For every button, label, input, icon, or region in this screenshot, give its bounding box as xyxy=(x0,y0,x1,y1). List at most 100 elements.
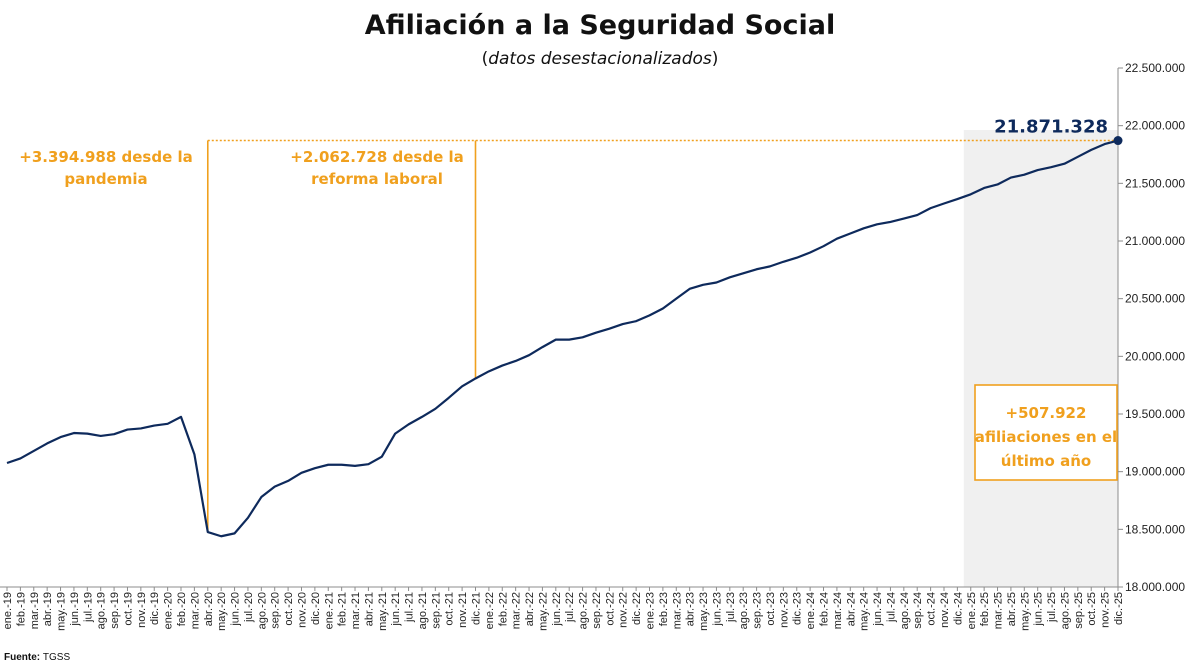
data-point xyxy=(113,433,115,435)
x-tick-label: ene.-21 xyxy=(323,592,335,629)
x-tick-label: mar.-25 xyxy=(993,592,1005,629)
x-tick-label: jul.-20 xyxy=(243,592,255,623)
data-point xyxy=(300,472,302,474)
data-point xyxy=(33,450,35,452)
x-tick-label: oct.-19 xyxy=(122,592,134,626)
data-point xyxy=(407,423,409,425)
data-point xyxy=(19,457,21,459)
x-tick-label: may.-20 xyxy=(216,592,228,631)
x-tick-label: feb.-19 xyxy=(15,592,27,626)
x-tick-label: dic.-25 xyxy=(1113,592,1125,625)
x-tick-label: jun.-22 xyxy=(551,592,563,627)
x-tick-label: ene.-25 xyxy=(966,592,978,629)
data-point xyxy=(488,370,490,372)
data-point xyxy=(1050,166,1052,168)
x-tick-label: oct.-23 xyxy=(765,592,777,626)
data-point xyxy=(514,360,516,362)
x-tick-label: may.-23 xyxy=(698,592,710,631)
x-tick-label: may.-19 xyxy=(56,592,68,631)
x-tick-label: ene.-20 xyxy=(163,592,175,629)
x-tick-label: feb.-21 xyxy=(337,592,349,626)
x-tick-label: oct.-24 xyxy=(926,592,938,626)
last-year-box xyxy=(974,384,1118,481)
data-point xyxy=(970,193,972,195)
x-tick-label: nov.-23 xyxy=(778,592,790,628)
x-tick-label: mar.-21 xyxy=(350,592,362,629)
data-point xyxy=(1063,163,1065,165)
x-tick-label: oct.-22 xyxy=(604,592,616,626)
data-point xyxy=(635,320,637,322)
data-point xyxy=(581,336,583,338)
x-tick-label: sep.-22 xyxy=(591,592,603,629)
last-value-label: 21.871.328 xyxy=(994,117,1108,138)
last-year-shade xyxy=(963,130,1118,587)
pandemic-annotation-text: pandemia xyxy=(64,170,147,188)
source-label: Fuente xyxy=(4,652,37,663)
data-point xyxy=(809,251,811,253)
x-tick-label: mar.-19 xyxy=(29,592,41,629)
x-tick-label: jun.-20 xyxy=(230,592,242,627)
data-point xyxy=(782,261,784,263)
subtitle-text: datos desestacionalizados xyxy=(488,49,712,69)
y-tick-label: 19.500.000 xyxy=(1125,407,1185,421)
x-tick-label: abr.-23 xyxy=(685,592,697,626)
x-tick-label: nov.-19 xyxy=(136,592,148,628)
data-point xyxy=(929,207,931,209)
x-tick-label: feb.-22 xyxy=(497,592,509,626)
x-tick-label: nov.-20 xyxy=(296,592,308,628)
x-tick-label: jun.-25 xyxy=(1033,592,1045,627)
x-tick-label: jul.-21 xyxy=(404,592,416,623)
data-point xyxy=(193,453,195,455)
x-tick-label: abr.-19 xyxy=(42,592,54,626)
data-point xyxy=(260,496,262,498)
chart-subtitle: (datos desestacionalizados) xyxy=(0,49,1200,69)
data-point xyxy=(956,198,958,200)
x-tick-label: abr.-25 xyxy=(1006,592,1018,626)
x-tick-label: abr.-24 xyxy=(845,592,857,626)
data-point xyxy=(1077,156,1079,158)
x-tick-label: ago.-20 xyxy=(256,592,268,629)
y-tick-label: 22.000.000 xyxy=(1125,119,1185,133)
data-point xyxy=(153,424,155,426)
chart-title: Afiliación a la Seguridad Social xyxy=(364,10,836,41)
data-point xyxy=(742,272,744,274)
x-tick-label: may.-22 xyxy=(537,592,549,631)
x-tick-label: sep.-25 xyxy=(1073,592,1085,629)
x-tick-label: ene.-22 xyxy=(484,592,496,629)
x-tick-label: jun.-21 xyxy=(390,592,402,627)
x-tick-label: jul.-25 xyxy=(1046,592,1058,623)
data-point xyxy=(421,416,423,418)
data-point xyxy=(73,432,75,434)
subtitle-open-paren: ( xyxy=(481,49,489,69)
y-tick-label: 21.500.000 xyxy=(1125,176,1185,190)
data-point xyxy=(983,187,985,189)
x-tick-label: mar.-23 xyxy=(671,592,683,629)
x-tick-label: sep.-21 xyxy=(430,592,442,629)
x-tick-label: dic.-22 xyxy=(631,592,643,625)
x-tick-label: jul.-24 xyxy=(885,592,897,623)
last-year-annotation-text: +507.922 xyxy=(1006,404,1087,422)
x-tick-label: nov.-25 xyxy=(1100,592,1112,628)
data-point xyxy=(943,202,945,204)
x-tick-label: oct.-25 xyxy=(1086,592,1098,626)
data-point xyxy=(528,354,530,356)
data-point xyxy=(46,442,48,444)
data-point xyxy=(448,397,450,399)
series-line xyxy=(6,139,1119,538)
x-tick-label: sep.-19 xyxy=(109,592,121,629)
data-point xyxy=(59,436,61,438)
x-tick-label: oct.-20 xyxy=(283,592,295,626)
data-point xyxy=(314,467,316,469)
x-tick-label: abr.-21 xyxy=(363,592,375,626)
data-point xyxy=(568,338,570,340)
data-point xyxy=(796,257,798,259)
x-tick-label: sep.-23 xyxy=(752,592,764,629)
source-note: Fuente: TGSS xyxy=(4,652,70,663)
data-point xyxy=(233,532,235,534)
x-tick-label: ago.-23 xyxy=(738,592,750,629)
data-point xyxy=(675,297,677,299)
data-point xyxy=(715,281,717,283)
data-point xyxy=(367,463,369,465)
x-tick-label: may.-21 xyxy=(377,592,389,631)
